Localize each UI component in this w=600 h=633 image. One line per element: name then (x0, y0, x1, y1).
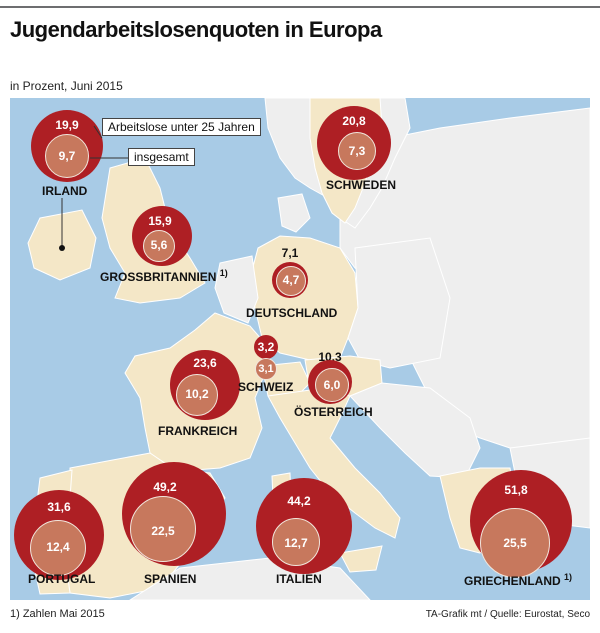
value-deutschland-youth: 7,1 (281, 246, 299, 260)
value-spanien-youth: 49,2 (153, 480, 177, 494)
value-italien-total: 12,7 (284, 536, 308, 550)
source-credit: TA-Grafik mt / Quelle: Eurostat, Seco (425, 609, 590, 620)
footnote: 1) Zahlen Mai 2015 (10, 608, 105, 620)
circle-italien-total (272, 518, 320, 566)
circle-irland-total (45, 134, 89, 178)
circle-schweiz-youth (254, 335, 278, 359)
circle-frankreich-total (176, 374, 218, 416)
footnote-marker-gr: 1) (564, 572, 573, 582)
label-schweiz: SCHWEIZ (238, 380, 294, 394)
value-schweden-total: 7,3 (348, 144, 366, 158)
value-oesterreich-total: 6,0 (323, 378, 341, 392)
page-title: Jugendarbeitslosenquoten in Europa (10, 17, 382, 42)
top-rule (0, 6, 600, 8)
circle-schweden-total (338, 132, 376, 170)
label-frankreich: FRANKREICH (158, 424, 238, 438)
label-deutschland: DEUTSCHLAND (246, 306, 338, 320)
label-portugal: PORTUGAL (28, 572, 96, 586)
label-spanien: SPANIEN (144, 572, 197, 586)
value-spanien-total: 22,5 (151, 524, 175, 538)
legend-outer-callout: Arbeitslose unter 25 Jahren (102, 118, 261, 136)
value-schweiz-youth: 3,2 (257, 340, 275, 354)
circle-griechenland-total (480, 508, 550, 578)
land-benelux (214, 255, 259, 324)
circle-deutschland-total (276, 266, 306, 296)
label-irland: IRLAND (42, 184, 88, 198)
label-oesterreich: ÖSTERREICH (294, 405, 373, 419)
value-griechenland-total: 25,5 (503, 536, 527, 550)
land-balkans (349, 382, 481, 479)
value-griechenland-youth: 51,8 (504, 483, 528, 497)
circle-spanien-total (130, 496, 196, 562)
land-italien (267, 389, 401, 539)
value-grossbritannien-youth: 15,9 (148, 214, 172, 228)
value-frankreich-total: 10,2 (185, 387, 209, 401)
label-griechenland: GRIECHENLAND 1) (464, 572, 573, 588)
subtitle: in Prozent, Juni 2015 (10, 79, 123, 93)
circle-portugal-total (30, 520, 86, 576)
label-italien: ITALIEN (276, 572, 322, 586)
circle-oesterreich-total (315, 368, 349, 402)
footnote-marker-gb: 1) (219, 268, 228, 278)
circle-grossbritannien-total (143, 230, 175, 262)
land-sizilien (339, 545, 383, 573)
value-schweden-youth: 20,8 (342, 114, 366, 128)
value-irland-total: 9,7 (58, 149, 76, 163)
label-schweden: SCHWEDEN (326, 178, 397, 192)
europe-map: 19,9 9,7 IRLAND Arbeitslose unter 25 Jah… (10, 98, 590, 600)
land-central-east (347, 237, 451, 369)
value-grossbritannien-total: 5,6 (150, 238, 168, 252)
value-portugal-youth: 31,6 (47, 500, 71, 514)
legend-inner-callout: insgesamt (128, 148, 195, 166)
value-deutschland-total: 4,7 (282, 273, 300, 287)
circle-schweiz-total (255, 358, 277, 380)
callout-leaders (59, 125, 130, 251)
value-portugal-total: 12,4 (46, 540, 70, 554)
value-irland-youth: 19,9 (55, 118, 79, 132)
value-schweiz-total: 3,1 (258, 363, 274, 375)
label-grossbritannien: GROSSBRITANNIEN 1) (100, 268, 228, 284)
land-daenemark (277, 193, 311, 233)
value-italien-youth: 44,2 (287, 494, 311, 508)
value-frankreich-youth: 23,6 (193, 356, 217, 370)
